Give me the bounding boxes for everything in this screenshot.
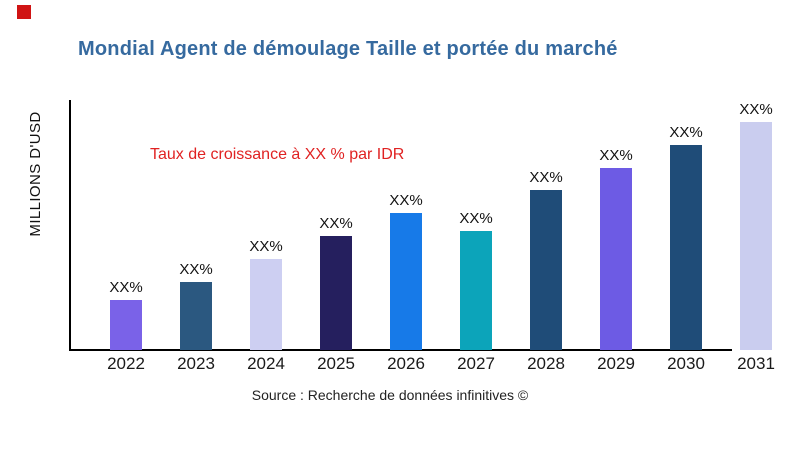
x-tick-label-2026: 2026 xyxy=(387,354,425,373)
x-tick-label-2031: 2031 xyxy=(737,354,775,373)
bar-2025 xyxy=(320,236,352,350)
bar-value-label-2022: XX% xyxy=(109,279,143,296)
bar-2026 xyxy=(390,213,422,350)
x-tick-label-2023: 2023 xyxy=(177,354,215,373)
x-axis-line xyxy=(69,349,732,351)
bar-value-label-2027: XX% xyxy=(459,210,493,227)
bar-value-label-2025: XX% xyxy=(319,215,353,232)
x-tick-label-2025: 2025 xyxy=(317,354,355,373)
x-tick-label-2028: 2028 xyxy=(527,354,565,373)
bar-value-label-2031: XX% xyxy=(739,101,773,118)
bar-2029 xyxy=(600,168,632,350)
y-axis-label: MILLIONS D'USD xyxy=(27,111,44,237)
y-axis-line xyxy=(69,100,71,351)
bar-2023 xyxy=(180,282,212,350)
x-tick-label-2030: 2030 xyxy=(667,354,705,373)
bar-value-label-2026: XX% xyxy=(389,192,423,209)
bar-2031 xyxy=(740,122,772,350)
bar-2027 xyxy=(460,231,492,350)
x-tick-label-2022: 2022 xyxy=(107,354,145,373)
x-tick-label-2027: 2027 xyxy=(457,354,495,373)
bar-value-label-2028: XX% xyxy=(529,169,563,186)
growth-rate-annotation: Taux de croissance à XX % par IDR xyxy=(150,146,405,163)
bar-2022 xyxy=(110,300,142,350)
source-attribution: Source : Recherche de données infinitive… xyxy=(251,387,529,403)
x-tick-label-2029: 2029 xyxy=(597,354,635,373)
bar-value-label-2029: XX% xyxy=(599,147,633,164)
bar-2028 xyxy=(530,190,562,350)
bar-value-label-2023: XX% xyxy=(179,261,213,278)
bar-2024 xyxy=(250,259,282,350)
x-tick-label-2024: 2024 xyxy=(247,354,285,373)
page-title: Mondial Agent de démoulage Taille et por… xyxy=(78,38,618,60)
bar-value-label-2024: XX% xyxy=(249,238,283,255)
brand-logo-square-icon xyxy=(17,5,31,19)
bar-value-label-2030: XX% xyxy=(669,124,703,141)
bar-2030 xyxy=(670,145,702,350)
